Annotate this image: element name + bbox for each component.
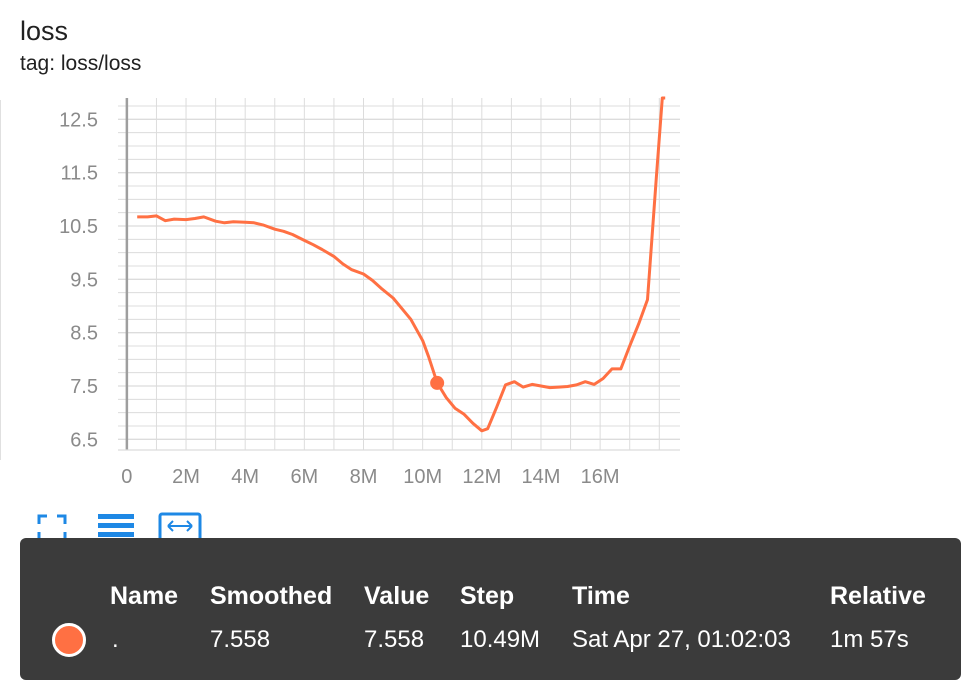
x-tick-label: 0	[121, 466, 132, 488]
y-tick-label: 6.5	[70, 429, 98, 451]
x-tick-label: 12M	[462, 466, 501, 488]
hover-point-marker	[430, 375, 445, 390]
chart-tag: tag: loss/loss	[20, 52, 142, 75]
x-tick-label: 14M	[522, 466, 561, 488]
card-left-border	[0, 100, 1, 460]
cell-smoothed: 7.558	[210, 626, 271, 653]
header-relative: Relative	[830, 582, 926, 610]
cell-value: 7.558	[364, 626, 425, 653]
loss-line-chart[interactable]: 6.5 7.5 8.5 9.5 10.5 11.5 12.5 0 2M 4M 6M 8M 10M 12M 1…	[0, 90, 720, 510]
y-tick-label: 7.5	[70, 376, 98, 398]
data-table-button[interactable]	[96, 512, 136, 542]
x-tick-label: 8M	[350, 466, 378, 488]
header-smoothed: Smoothed	[210, 582, 333, 610]
loss-series-line	[137, 96, 666, 433]
cell-name: .	[112, 626, 119, 653]
fit-domain-icon	[37, 514, 67, 542]
hover-tooltip: Name Smoothed Value Step Time Relative .…	[20, 538, 961, 680]
x-tick-label: 6M	[290, 466, 318, 488]
y-tick-label: 11.5	[61, 163, 98, 185]
y-tick-label: 12.5	[59, 109, 98, 131]
data-table-icon	[98, 514, 134, 537]
header-name: Name	[110, 582, 179, 610]
x-tick-label: 4M	[231, 466, 259, 488]
cell-relative: 1m 57s	[830, 626, 909, 653]
x-tick-label: 16M	[581, 466, 620, 488]
header-value: Value	[364, 582, 430, 610]
chart-title: loss	[20, 16, 69, 46]
cell-step: 10.49M	[460, 626, 541, 653]
cell-time: Sat Apr 27, 01:02:03	[572, 626, 791, 653]
fit-domain-button[interactable]	[36, 512, 76, 542]
series-color-swatch	[52, 623, 86, 657]
x-tick-label: 10M	[403, 466, 442, 488]
y-tick-label: 10.5	[59, 216, 98, 238]
x-tick-label: 2M	[172, 466, 200, 488]
header-time: Time	[572, 582, 630, 610]
y-tick-label: 8.5	[70, 323, 98, 345]
header-step: Step	[460, 582, 515, 610]
y-tick-label: 9.5	[70, 269, 98, 291]
